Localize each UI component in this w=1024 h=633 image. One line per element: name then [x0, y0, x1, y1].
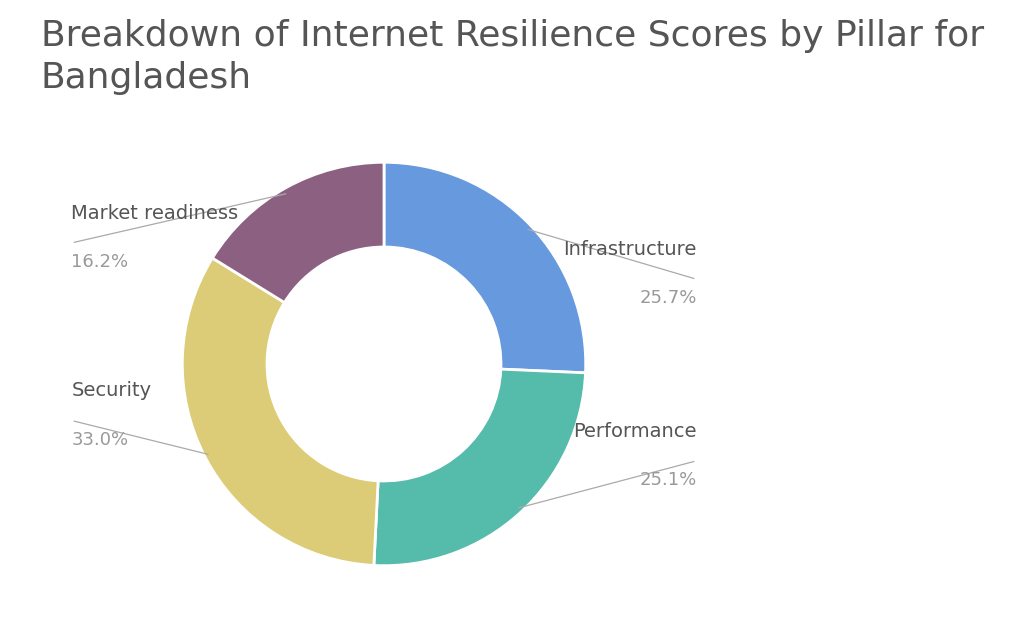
Text: Security: Security [72, 381, 152, 400]
Text: Breakdown of Internet Resilience Scores by Pillar for
Bangladesh: Breakdown of Internet Resilience Scores … [41, 19, 984, 95]
Text: Performance: Performance [573, 422, 696, 441]
Wedge shape [384, 162, 586, 373]
Text: 25.1%: 25.1% [639, 471, 696, 489]
Wedge shape [182, 258, 378, 565]
Text: Market readiness: Market readiness [72, 204, 239, 223]
Wedge shape [212, 162, 384, 303]
Wedge shape [374, 369, 586, 566]
Text: Infrastructure: Infrastructure [563, 240, 696, 259]
Text: 16.2%: 16.2% [72, 253, 128, 271]
Text: 33.0%: 33.0% [72, 430, 128, 449]
Text: 25.7%: 25.7% [639, 289, 696, 308]
